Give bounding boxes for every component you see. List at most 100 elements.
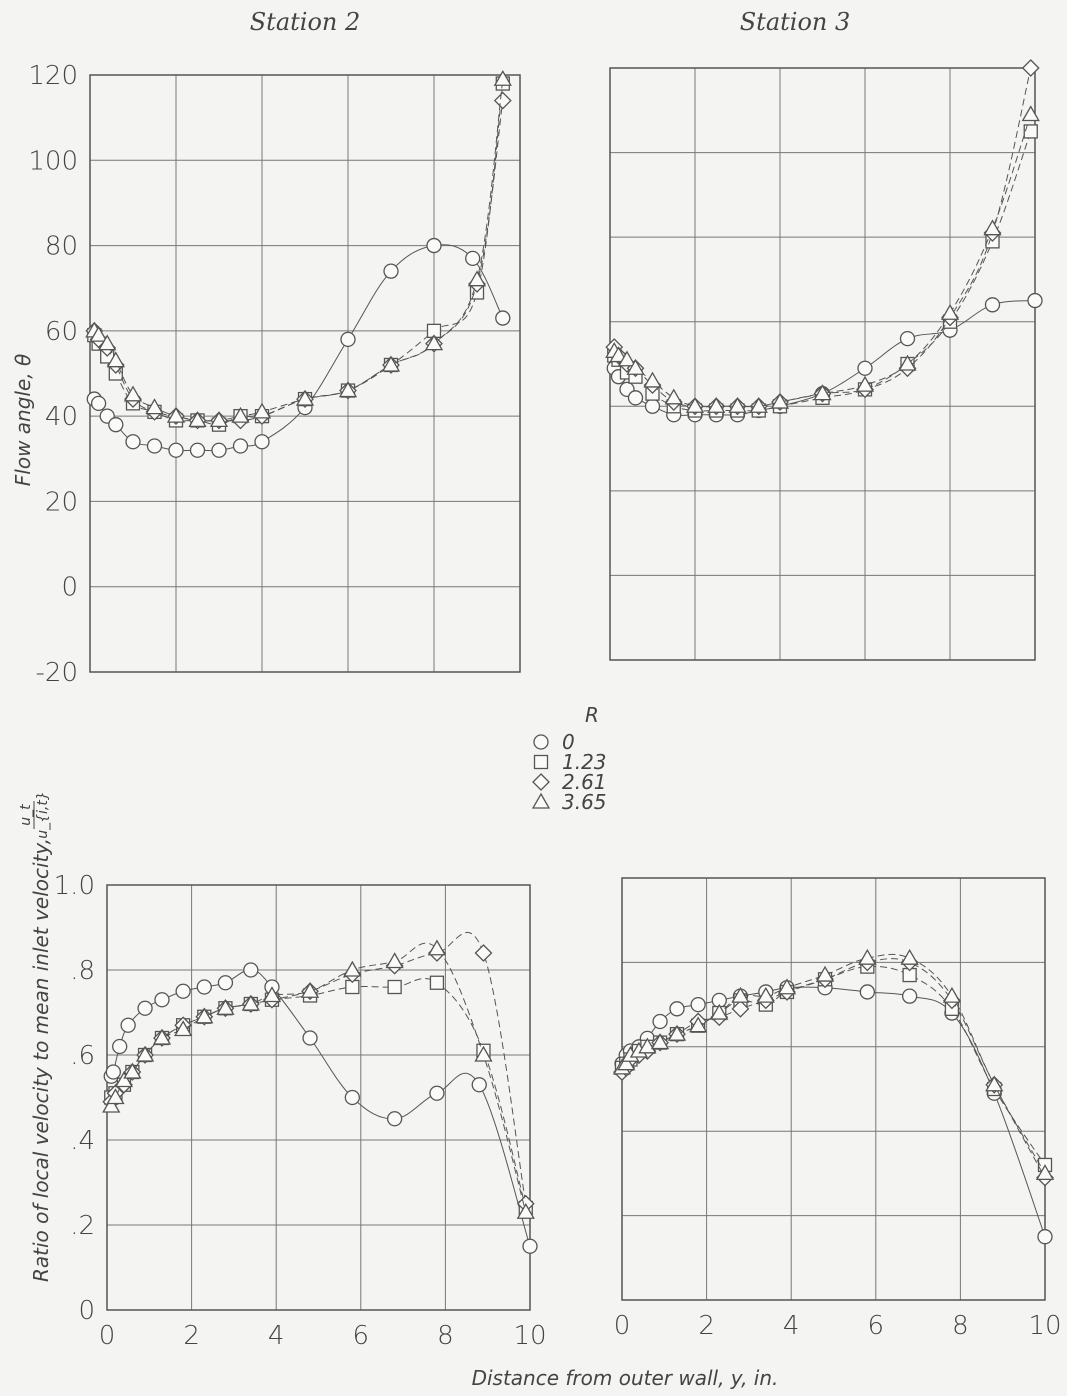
station-2-flow-angle-point-triangle (98, 334, 117, 351)
station-2-velocity-point-square (429, 975, 445, 990)
station-3-flow-angle-point-triangle (813, 384, 832, 401)
station-2-flow-angle-point-circle (108, 417, 124, 433)
station-3-velocity-xtick-label: 0 (614, 1311, 631, 1341)
legend-marker-circle (533, 734, 549, 750)
station-2-velocity-point-triangle (152, 1028, 172, 1045)
station-3-flow-angle-point-circle (984, 297, 1001, 313)
station-2-velocity-point-circle (522, 1238, 538, 1254)
station-2-flow-angle-point-circle (211, 442, 227, 458)
station-2-flow-angle-line-square (93, 83, 504, 426)
station-2-velocity-xtick-label: 8 (437, 1321, 454, 1351)
station-3-velocity-series-circle (614, 980, 1053, 1245)
station-3-velocity-point-triangle (638, 1037, 657, 1054)
station-3-flow-angle-point-circle (1027, 292, 1043, 309)
station-3-velocity-point-circle (652, 1013, 668, 1030)
station-3-velocity-point-triangle (617, 1054, 636, 1071)
station-2-velocity-series-triangle (102, 939, 535, 1219)
station-3-velocity-point-triangle (900, 948, 919, 965)
station-2-velocity-xtick-label: 2 (183, 1321, 200, 1351)
station-2-velocity-ytick-label: 0 (78, 1296, 95, 1326)
station-3-flow-angle-point-triangle (749, 396, 768, 413)
legend-label-triangle: 3.65 (562, 790, 607, 814)
station-3-flow-angle-point-triangle (617, 350, 637, 367)
station-2-flow-angle-ytick-label: 40 (45, 402, 78, 432)
station-2-flow-angle-frame (89, 74, 521, 673)
station-2-flow-angle-point-diamond (493, 91, 512, 110)
legend-label-diamond: 2.61 (562, 770, 607, 794)
station-2-velocity-point-triangle (216, 998, 235, 1015)
station-2-velocity-point-circle (154, 992, 170, 1008)
station-3-velocity-point-triangle (985, 1075, 1004, 1092)
station-2-flow-angle-point-triangle (166, 406, 186, 423)
station-2-flow-angle-series-triangle (85, 69, 512, 428)
station-3-velocity-point-triangle (689, 1016, 708, 1033)
station-2-velocity-point-triangle (174, 1020, 193, 1037)
station-2-flow-angle-point-triangle (381, 355, 401, 372)
station-2-velocity-ytick-label: .4 (70, 1126, 95, 1156)
station-3-flow-angle-point-circle (644, 398, 661, 414)
station-2-flow-angle-point-triangle (145, 398, 164, 415)
station-3-velocity-point-triangle (1035, 1164, 1055, 1181)
station-2-flow-angle-point-triangle (493, 69, 512, 86)
station-3-flow-angle-point-circle (899, 330, 916, 347)
station-2-velocity-point-triangle (106, 1088, 125, 1105)
station-3-flow-angle-point-diamond (1021, 59, 1040, 77)
legend-label-square: 1.23 (562, 750, 607, 774)
station-3-flow-angle-point-triangle (707, 396, 726, 413)
station-2-velocity-point-circle (175, 983, 191, 999)
station-2-flow-angle-ytick-label: 120 (28, 61, 78, 91)
station-2-flow-angle-point-circle (254, 434, 270, 450)
station-2-flow-angle-point-circle (189, 442, 206, 458)
station-2-velocity-point-circle (302, 1030, 318, 1046)
station-3-flow-angle-line-triangle (613, 114, 1032, 408)
station-2-velocity-point-triangle (102, 1096, 121, 1113)
station-3-flow-angle-point-triangle (728, 396, 747, 413)
station-3-velocity-frame (621, 877, 1046, 1301)
station-2-velocity-point-circle (137, 1000, 153, 1016)
station-2-flow-angle-ytick-label: 60 (45, 317, 78, 347)
station-2-velocity-point-circle (217, 975, 234, 991)
station-2-velocity-grid (106, 884, 531, 1311)
station-3-velocity-series-triangle (612, 948, 1055, 1181)
station-2-flow-angle-point-triangle (188, 411, 207, 428)
station-3-velocity-xtick-label: 10 (1028, 1311, 1061, 1341)
station-2-velocity-ytick-label: .2 (70, 1211, 95, 1241)
station-2-flow-angle-point-circle (340, 331, 356, 348)
station-2-flow-angle-point-circle (90, 395, 107, 412)
station-2-velocity-point-triangle (123, 1062, 142, 1079)
legend: R 01.232.613.65 (531, 703, 607, 814)
station-2-flow-angle-line-triangle (93, 79, 504, 422)
station-2-velocity-xtick-label: 10 (513, 1321, 546, 1351)
station-3-velocity-point-triangle (650, 1033, 670, 1050)
station-2-flow-angle-point-triangle (231, 406, 250, 423)
legend-marker-diamond (532, 773, 550, 791)
station-3-velocity-xtick-label: 4 (783, 1311, 800, 1341)
legend-label-circle: 0 (562, 730, 575, 754)
station-3-flow-angle-point-triangle (983, 219, 1002, 236)
station-3-flow-angle-point-square (1023, 124, 1038, 139)
station-3-velocity-line-diamond (621, 958, 1046, 1178)
station-2-flow-angle-grid (89, 74, 521, 673)
station-3-flow-angle-point-triangle (1021, 105, 1040, 122)
station-2-velocity-point-circle (105, 1064, 121, 1080)
station-2-velocity-xtick-label: 4 (268, 1321, 285, 1351)
station-3-flow-angle-point-circle (627, 390, 644, 406)
station-2-velocity-point-triangle (385, 952, 404, 969)
station-2-flow-angle-point-triangle (467, 270, 487, 287)
station-2-velocity-ytick-label: 1.0 (54, 871, 95, 901)
legend-marker-triangle (531, 792, 551, 809)
station-2-velocity-point-triangle (195, 1007, 214, 1024)
station-2-velocity-line-triangle (110, 942, 527, 1213)
station-2-velocity-point-triangle (262, 986, 282, 1003)
station-2-flow-angle-point-triangle (252, 402, 272, 419)
velocity-ratio-fraction: u_t u_{i,t} (18, 791, 51, 839)
station-2-flow-angle-panel: Station 2 120 100 80 60 40 20 0 -20 (28, 8, 521, 688)
station-2-flow-angle-point-triangle (295, 389, 315, 406)
station-2-flow-angle-point-triangle (424, 334, 444, 351)
station-3-flow-angle-frame (609, 67, 1036, 661)
station-2-velocity-panel: 1.0 .8 .6 .4 .2 00 2 4 6 8 10 (54, 871, 547, 1351)
station-2-velocity-point-triangle (343, 960, 362, 977)
station-3-velocity-point-triangle (815, 965, 835, 982)
station-2-velocity-point-circle (471, 1077, 487, 1093)
